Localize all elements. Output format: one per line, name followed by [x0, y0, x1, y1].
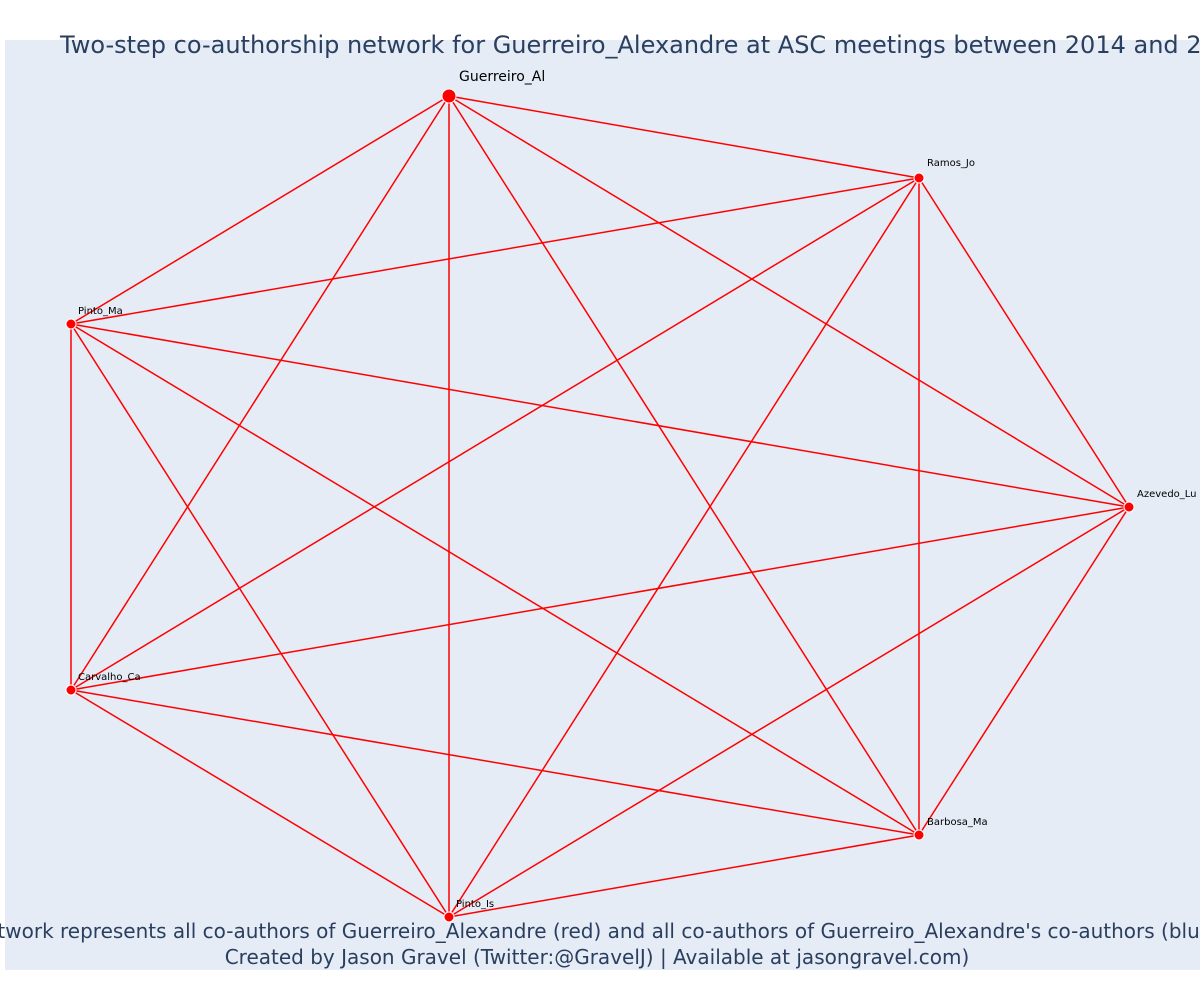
node-pinto_ma[interactable] — [65, 318, 77, 330]
edge-ramos-azevedo — [918, 177, 1130, 508]
plot-title: Two-step co-authorship network for Guerr… — [59, 31, 1200, 59]
node-label-pinto_ma: Pinto_Ma — [78, 306, 123, 317]
footer-line-1: Network represents all co-authors of Gue… — [0, 919, 1200, 943]
edge-guerreiro-ramos — [448, 95, 920, 179]
edge-guerreiro-pinto_ma — [70, 95, 450, 325]
edge-ramos-pinto_is — [448, 177, 920, 918]
labels-layer: Guerreiro_Al Ramos_Jo Azevedo_Lu Barbosa_Ma… — [78, 69, 1197, 910]
plot-background — [5, 40, 1200, 970]
node-label-ramos: Ramos_Jo — [927, 158, 975, 169]
edge-barbosa-carvalho — [70, 689, 920, 836]
edge-pinto_is-pinto_ma — [70, 323, 450, 918]
node-guerreiro[interactable] — [441, 88, 457, 104]
edge-azevedo-pinto_is — [448, 506, 1130, 918]
nodes-layer — [65, 88, 1135, 923]
edge-barbosa-pinto_ma — [70, 323, 920, 836]
edges-layer — [70, 95, 1130, 918]
edge-guerreiro-barbosa — [448, 95, 920, 836]
edge-azevedo-barbosa — [918, 506, 1130, 836]
node-label-guerreiro: Guerreiro_Al — [459, 69, 545, 85]
edge-pinto_is-carvalho — [70, 689, 450, 918]
edge-azevedo-carvalho — [70, 506, 1130, 691]
edge-azevedo-pinto_ma — [70, 323, 1130, 508]
edge-guerreiro-azevedo — [448, 95, 1130, 508]
edge-ramos-pinto_ma — [70, 177, 920, 325]
node-label-azevedo: Azevedo_Lu — [1137, 489, 1197, 500]
edge-ramos-carvalho — [70, 177, 920, 691]
node-barbosa[interactable] — [913, 829, 925, 841]
node-carvalho[interactable] — [65, 684, 77, 696]
node-label-carvalho: Carvalho_Ca — [78, 672, 141, 683]
edge-guerreiro-carvalho — [70, 95, 450, 691]
node-label-barbosa: Barbosa_Ma — [927, 817, 988, 828]
edge-barbosa-pinto_is — [448, 834, 920, 918]
node-pinto_is[interactable] — [443, 911, 455, 923]
node-ramos[interactable] — [913, 172, 925, 184]
node-azevedo[interactable] — [1123, 501, 1135, 513]
footer-line-2: Created by Jason Gravel (Twitter:@Gravel… — [225, 945, 970, 969]
node-label-pinto_is: Pinto_Is — [456, 899, 494, 910]
